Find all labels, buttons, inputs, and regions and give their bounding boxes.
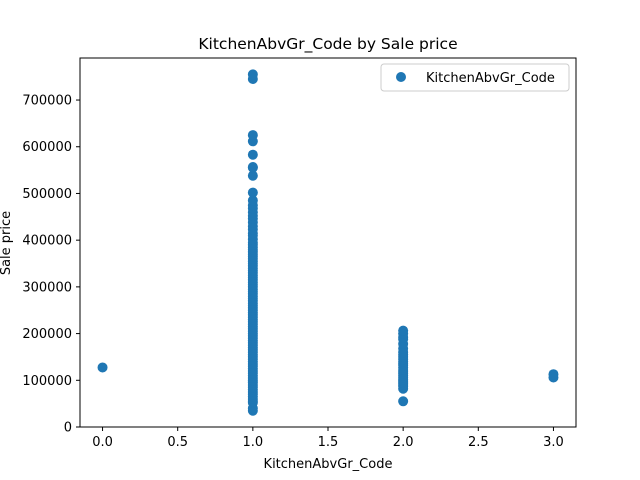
scatter-point [247,162,258,173]
y-tick-label: 200000 [22,327,72,342]
points-layer [97,69,559,416]
scatter-point [247,149,258,160]
legend: KitchenAbvGr_Code [380,63,570,92]
x-tick-label: 1.5 [318,435,339,450]
y-axis-ticks: 0 100000 200000 300000 400000 500000 600000 700… [22,94,80,436]
y-tick-label: 700000 [22,94,72,109]
scatter-point [247,170,258,181]
scatter-point [398,325,409,336]
y-tick-label: 100000 [22,374,72,389]
plot-area-frame [79,57,577,428]
scatter-point [247,187,258,198]
y-tick-label: 400000 [22,234,72,249]
chart-title: KitchenAbvGr_Code by Sale price [198,35,457,54]
scatter-point [247,69,258,80]
x-tick-label: 1.0 [243,435,264,450]
x-tick-label: 0.5 [167,435,188,450]
y-axis-label: Sale price [0,211,14,275]
x-axis-label: KitchenAbvGr_Code [264,457,393,472]
scatter-point [398,396,409,407]
scatter-point [97,362,108,373]
x-axis-ticks: 0.0 0.5 1.0 1.5 2.0 2.5 3.0 [92,427,564,450]
y-tick-label: 600000 [22,140,72,155]
x-tick-label: 2.5 [468,435,489,450]
legend-marker [396,72,406,82]
scatter-point [247,130,258,141]
legend-label: KitchenAbvGr_Code [426,71,555,86]
x-tick-label: 0.0 [92,435,113,450]
legend-box [380,63,570,92]
y-tick-label: 300000 [22,280,72,295]
x-tick-label: 2.0 [393,435,414,450]
y-tick-label: 500000 [22,187,72,202]
scatter-point [247,195,258,206]
scatter-point [548,369,559,380]
y-tick-label: 0 [64,421,72,436]
x-tick-label: 3.0 [543,435,564,450]
